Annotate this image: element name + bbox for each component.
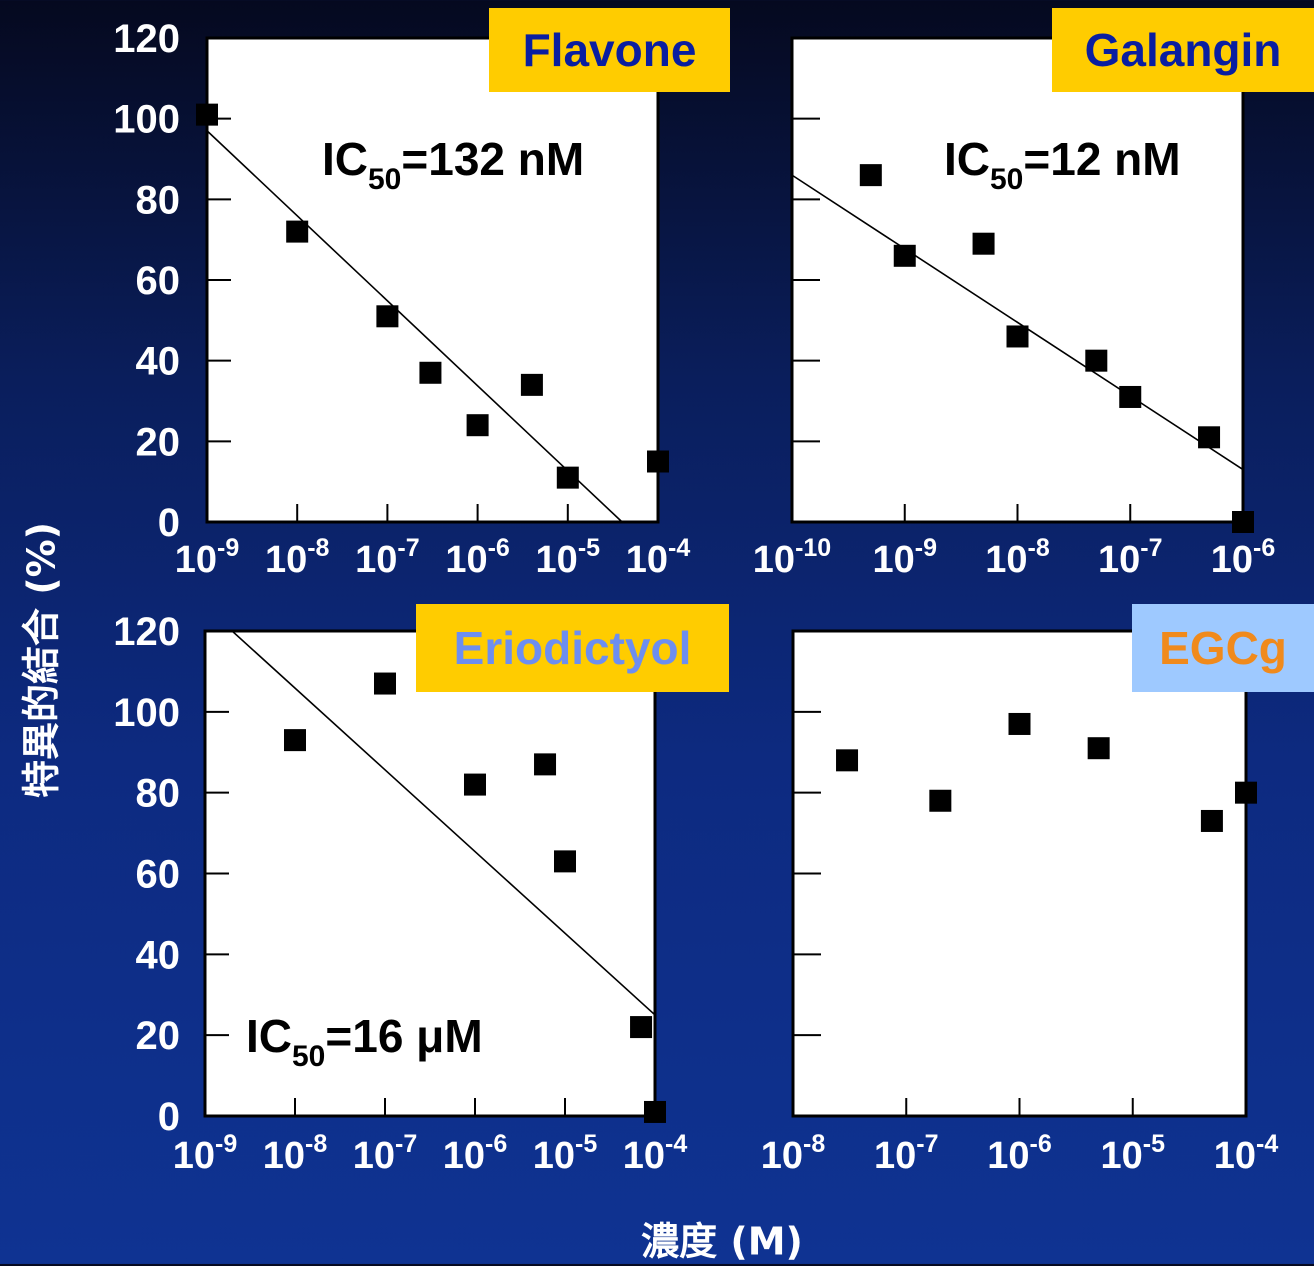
data-point	[929, 789, 952, 812]
x-tick-label: 10-4	[626, 534, 691, 581]
data-point	[286, 220, 309, 243]
y-tick-label: 60	[136, 259, 181, 303]
y-axis-label: 特異的結合 (%)	[19, 521, 64, 799]
data-point	[1232, 511, 1254, 533]
title-box	[489, 8, 730, 92]
data-point	[374, 672, 396, 695]
x-tick-label: 10-9	[175, 534, 240, 581]
y-tick-label: 80	[136, 772, 181, 816]
data-point	[836, 749, 859, 772]
x-tick-label: 10-10	[753, 534, 831, 581]
data-point	[1087, 737, 1110, 760]
data-point	[1008, 712, 1031, 735]
data-point	[859, 164, 882, 187]
x-tick-label: 10-5	[533, 1130, 598, 1177]
ic50-annotation: IC50=16 μM	[246, 1010, 483, 1073]
data-point	[554, 850, 576, 873]
x-tick-label: 10-6	[445, 534, 510, 581]
x-tick-label: 10-7	[355, 534, 420, 581]
plot-area	[790, 36, 1245, 524]
data-point	[1200, 809, 1223, 832]
data-point	[1235, 781, 1257, 804]
chart-panel-4: 10-8 10-7 10-6 10-5 10-4 EGCg	[761, 604, 1314, 1177]
chart-title: Galangin	[1085, 24, 1282, 76]
ic50-annotation: IC50=12 nM	[944, 133, 1181, 196]
chart-panel-2: 10-10 10-9 10-8 10-7 10-6 Galangin IC50=12 nM	[753, 8, 1314, 581]
data-point	[647, 450, 669, 473]
title-box	[416, 604, 729, 692]
x-tick-label: 10-7	[353, 1130, 418, 1177]
chart-panel-3: 0 20 40 60 80 100 120 10-9 10-8 10-7 10-6 10-5 10-4 E…	[113, 604, 729, 1177]
data-point	[284, 729, 306, 752]
data-point	[644, 1100, 666, 1123]
y-tick-label: 120	[113, 610, 180, 654]
data-point	[893, 244, 916, 267]
data-point	[1085, 349, 1108, 372]
chart-title: Eriodictyol	[454, 622, 692, 674]
x-tick-label: 10-6	[443, 1130, 508, 1177]
data-point	[376, 305, 399, 328]
y-tick-label: 40	[136, 933, 181, 977]
x-tick-label: 10-8	[985, 534, 1050, 581]
x-tick-label: 10-4	[623, 1130, 688, 1177]
data-point	[1198, 426, 1221, 449]
y-tick-label: 0	[158, 501, 180, 545]
data-point	[464, 773, 486, 796]
y-tick-label: 100	[113, 691, 180, 735]
title-box	[1132, 604, 1314, 692]
data-point	[520, 373, 543, 396]
chart-title: Flavone	[523, 24, 697, 76]
data-point	[534, 753, 557, 776]
y-tick-label: 100	[113, 98, 180, 142]
x-tick-label: 10-9	[872, 534, 937, 581]
y-tick-label: 20	[136, 420, 181, 464]
y-tick-label: 60	[136, 853, 181, 897]
data-point	[466, 414, 489, 437]
y-tick-label: 20	[136, 1014, 181, 1058]
plot-area	[203, 629, 657, 1118]
x-tick-label: 10-8	[265, 534, 330, 581]
y-tick-label: 120	[113, 17, 180, 61]
x-tick-label: 10-8	[263, 1130, 328, 1177]
data-point	[972, 232, 995, 255]
data-point	[1119, 385, 1142, 408]
fit-line	[791, 174, 1244, 471]
x-tick-label: 10-9	[173, 1130, 238, 1177]
x-tick-label: 10-6	[987, 1130, 1052, 1177]
ic50-annotation: IC50=132 nM	[322, 133, 584, 196]
x-tick-label: 10-5	[1100, 1130, 1165, 1177]
y-tick-label: 40	[136, 340, 181, 384]
x-tick-label: 10-4	[1214, 1130, 1279, 1177]
y-tick-label: 80	[136, 178, 181, 222]
x-tick-label: 10-7	[874, 1130, 939, 1177]
chart-title: EGCg	[1159, 622, 1287, 674]
x-tick-label: 10-6	[1211, 534, 1276, 581]
title-box	[1052, 8, 1314, 92]
chart-panel-1: 0 20 40 60 80 100 120 10-9 10-8 10-7 10-6 10-5 10-4 F…	[113, 8, 730, 581]
x-axis-label: 濃度 (M)	[641, 1219, 803, 1264]
data-point	[196, 103, 218, 126]
data-point	[419, 361, 442, 384]
plot-area	[791, 629, 1248, 1118]
plot-area	[205, 36, 660, 524]
data-point	[630, 1016, 653, 1039]
data-point	[556, 466, 579, 489]
y-tick-label: 0	[158, 1095, 180, 1139]
fit-line	[231, 630, 656, 1016]
x-tick-label: 10-8	[761, 1130, 826, 1177]
x-tick-label: 10-7	[1098, 534, 1163, 581]
fit-line	[206, 130, 623, 523]
x-tick-label: 10-5	[536, 534, 601, 581]
data-point	[1006, 325, 1029, 348]
